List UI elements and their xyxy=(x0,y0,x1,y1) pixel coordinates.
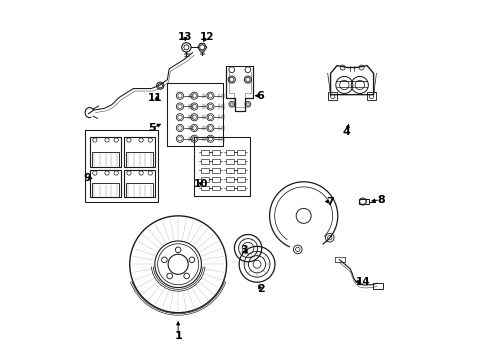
Text: 12: 12 xyxy=(199,32,214,41)
Bar xyxy=(201,177,209,182)
Bar xyxy=(225,186,234,190)
Text: 14: 14 xyxy=(355,277,369,287)
Bar xyxy=(167,83,223,146)
Text: 11: 11 xyxy=(147,93,162,103)
Bar xyxy=(211,159,220,164)
Bar xyxy=(372,283,382,289)
Text: 13: 13 xyxy=(178,32,192,41)
Bar xyxy=(236,159,244,164)
Bar xyxy=(201,150,209,155)
Text: 2: 2 xyxy=(256,284,264,294)
Bar xyxy=(211,168,220,173)
Bar xyxy=(211,177,220,182)
Text: 8: 8 xyxy=(376,195,384,205)
Bar xyxy=(366,93,375,100)
Bar xyxy=(125,183,153,197)
Bar xyxy=(236,168,244,173)
Bar xyxy=(211,186,220,190)
Bar xyxy=(225,159,234,164)
Bar xyxy=(236,177,244,182)
Bar xyxy=(124,137,155,167)
Text: 9: 9 xyxy=(83,173,92,183)
Text: 6: 6 xyxy=(255,91,264,101)
Bar xyxy=(201,168,209,173)
Text: 7: 7 xyxy=(326,197,334,207)
Bar xyxy=(236,186,244,190)
Bar xyxy=(194,137,249,196)
Text: 1: 1 xyxy=(174,331,182,341)
Bar xyxy=(125,152,153,167)
Bar xyxy=(90,170,121,197)
Bar xyxy=(327,93,337,100)
Bar xyxy=(201,186,209,190)
Bar xyxy=(92,152,119,167)
Bar xyxy=(90,137,121,167)
Text: 4: 4 xyxy=(342,127,350,136)
Bar xyxy=(85,130,158,202)
Bar xyxy=(201,159,209,164)
Bar xyxy=(211,150,220,155)
Bar xyxy=(225,150,234,155)
Text: 10: 10 xyxy=(193,179,207,189)
Bar xyxy=(225,168,234,173)
Bar xyxy=(92,183,119,197)
Bar xyxy=(358,199,368,204)
Bar xyxy=(124,170,155,197)
Bar xyxy=(225,177,234,182)
Text: 5: 5 xyxy=(148,123,156,133)
Bar xyxy=(236,150,244,155)
Text: 3: 3 xyxy=(240,245,248,255)
